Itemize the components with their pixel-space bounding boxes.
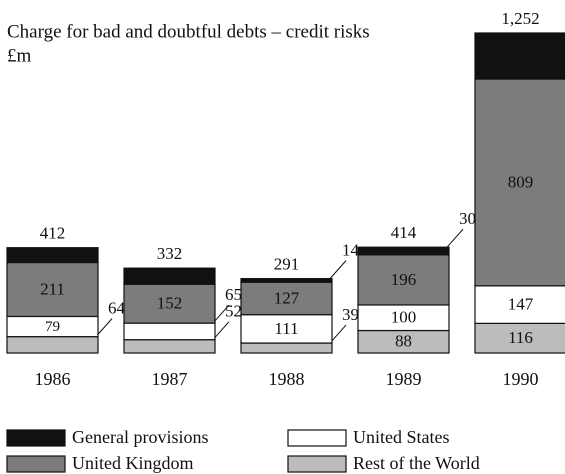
bar-segment bbox=[6, 247, 99, 264]
leader-line bbox=[212, 321, 230, 341]
value-label: 52 bbox=[225, 302, 242, 321]
leader-line bbox=[95, 318, 113, 337]
value-label: 100 bbox=[391, 308, 417, 327]
value-label: 147 bbox=[508, 294, 534, 313]
value-label: 65 bbox=[225, 285, 242, 304]
bar-segment bbox=[474, 285, 565, 324]
bar-segment bbox=[357, 254, 450, 306]
value-label: 64 bbox=[108, 299, 126, 318]
total-label: 332 bbox=[157, 244, 183, 263]
bar-segment bbox=[123, 283, 216, 324]
chart-title: Charge for bad and doubtful debts – cred… bbox=[7, 21, 370, 42]
value-label: 211 bbox=[40, 279, 65, 298]
legend-swatch bbox=[287, 455, 347, 473]
total-label: 291 bbox=[274, 255, 300, 274]
bar-segment bbox=[474, 322, 565, 354]
value-label: 809 bbox=[508, 172, 534, 191]
x-tick-label: 1989 bbox=[386, 369, 422, 389]
value-label: 39 bbox=[342, 305, 359, 324]
value-label: 127 bbox=[274, 288, 300, 307]
chart-subtitle: £m bbox=[7, 45, 32, 66]
legend-label: General provisions bbox=[72, 427, 208, 447]
bar-segment bbox=[123, 339, 216, 354]
value-label: 196 bbox=[391, 270, 417, 289]
bar-segment bbox=[6, 336, 99, 354]
x-tick-label: 1990 bbox=[503, 369, 539, 389]
bar-segment bbox=[240, 278, 333, 283]
x-tick-label: 1987 bbox=[152, 369, 188, 389]
bar-segment bbox=[357, 246, 450, 256]
bar-segment bbox=[474, 32, 565, 80]
x-tick-label: 1988 bbox=[269, 369, 305, 389]
leader-line bbox=[212, 304, 230, 324]
legend-swatch bbox=[287, 429, 347, 447]
total-label: 1,252 bbox=[501, 9, 539, 28]
value-label: 111 bbox=[274, 319, 298, 338]
total-label: 414 bbox=[391, 223, 417, 242]
legend-swatch bbox=[6, 429, 66, 447]
leader-line bbox=[446, 228, 464, 248]
value-label: 14 bbox=[342, 241, 360, 260]
bar-segment bbox=[474, 78, 565, 287]
legend-label: United Kingdom bbox=[72, 453, 194, 473]
bar-segment bbox=[123, 322, 216, 341]
value-label: 88 bbox=[395, 332, 412, 351]
bar-segment bbox=[123, 267, 216, 285]
total-label: 412 bbox=[40, 224, 66, 243]
bar-segment bbox=[6, 261, 99, 318]
leader-line bbox=[329, 324, 347, 344]
value-label: 79 bbox=[45, 319, 60, 335]
legend-label: United States bbox=[353, 427, 450, 447]
leader-line bbox=[329, 260, 347, 279]
bar-segment bbox=[240, 342, 333, 354]
bar-segment bbox=[357, 304, 450, 332]
legend-swatch bbox=[6, 455, 66, 473]
value-label: 116 bbox=[508, 328, 533, 347]
bar-segment bbox=[240, 281, 333, 316]
value-label: 30 bbox=[459, 209, 476, 228]
bar-segment bbox=[240, 314, 333, 344]
legend-label: Rest of the World bbox=[353, 453, 480, 473]
value-label: 152 bbox=[157, 294, 183, 313]
x-tick-label: 1986 bbox=[35, 369, 71, 389]
